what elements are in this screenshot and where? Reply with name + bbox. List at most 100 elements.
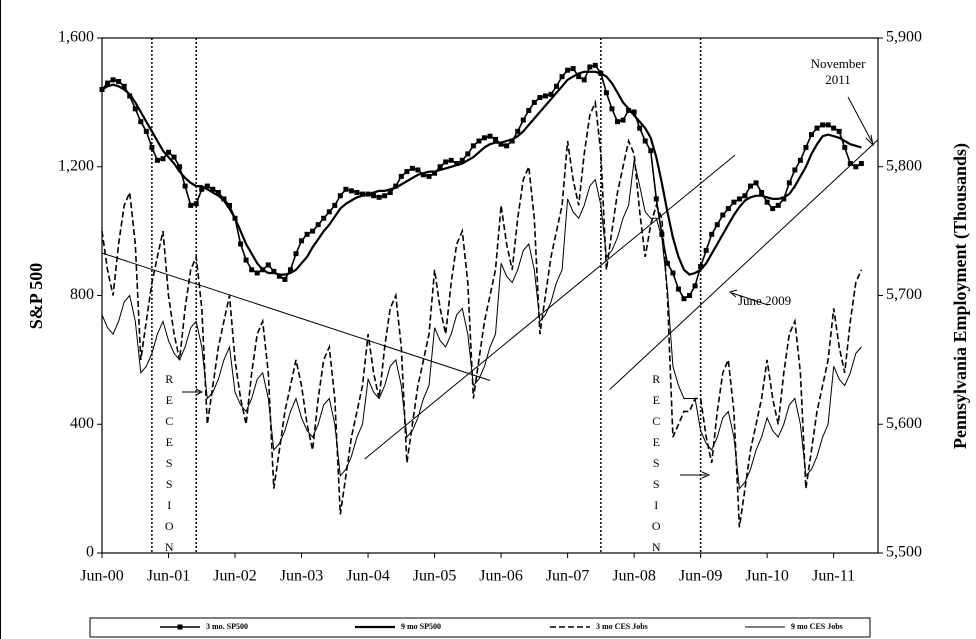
marker <box>587 64 593 70</box>
marker <box>687 293 693 298</box>
marker <box>631 109 637 115</box>
x-tick-label: Jun-06 <box>479 568 523 585</box>
arrow-head <box>701 471 711 479</box>
arrow-head <box>195 388 204 396</box>
marker <box>210 186 216 192</box>
marker <box>265 262 271 268</box>
annotation: 2011 <box>825 72 851 87</box>
marker <box>249 267 255 273</box>
marker <box>193 201 199 207</box>
x-tick-label: Jun-01 <box>147 568 191 585</box>
marker <box>299 238 305 244</box>
marker <box>132 106 138 112</box>
legend-label: 9 mo SP500 <box>401 622 441 631</box>
x-tick-label: Jun-04 <box>346 568 390 585</box>
marker <box>226 202 232 208</box>
marker <box>592 62 598 68</box>
marker <box>748 183 754 189</box>
marker <box>825 122 831 128</box>
marker <box>742 193 748 199</box>
marker <box>199 186 205 192</box>
marker <box>166 149 172 155</box>
marker <box>858 161 864 167</box>
marker <box>454 161 460 167</box>
marker <box>853 164 859 170</box>
recession-label: RECESSION <box>649 372 663 561</box>
marker <box>238 241 244 247</box>
marker <box>581 77 587 83</box>
marker <box>470 143 476 149</box>
marker <box>409 165 415 171</box>
marker <box>420 172 426 178</box>
y-tick-label: 800 <box>70 286 94 303</box>
x-tick-label: Jun-05 <box>413 568 457 585</box>
marker <box>664 260 670 266</box>
legend <box>89 617 871 638</box>
marker <box>714 222 720 228</box>
legend-marker <box>177 624 183 630</box>
marker <box>836 128 842 134</box>
series-line <box>101 70 862 276</box>
marker <box>116 78 122 84</box>
marker <box>149 144 155 150</box>
marker <box>493 136 499 142</box>
marker <box>620 117 626 123</box>
marker <box>398 173 404 179</box>
marker <box>448 157 454 163</box>
marker <box>786 180 792 186</box>
marker <box>188 202 194 208</box>
marker <box>675 286 681 292</box>
series-line <box>101 160 862 490</box>
marker <box>465 151 471 157</box>
marker <box>310 228 316 234</box>
marker <box>720 212 726 218</box>
marker <box>648 148 654 154</box>
marker <box>736 196 742 202</box>
x-tick-label: Jun-07 <box>546 568 590 585</box>
marker <box>376 194 382 200</box>
y2-axis-title: Pennsylvania Employment (Thousands) <box>950 143 971 449</box>
marker <box>792 167 798 173</box>
marker <box>105 80 111 86</box>
marker <box>709 231 715 237</box>
marker <box>842 144 848 150</box>
marker <box>565 67 571 73</box>
marker <box>160 156 166 162</box>
marker <box>154 157 160 163</box>
marker <box>509 138 515 144</box>
marker <box>781 196 787 202</box>
x-tick-label: Jun-10 <box>745 568 789 585</box>
marker <box>254 270 260 276</box>
marker <box>576 74 582 80</box>
x-tick-label: Jun-00 <box>80 568 124 585</box>
marker <box>138 119 144 125</box>
marker <box>182 183 188 189</box>
marker <box>603 90 609 96</box>
marker <box>481 135 487 141</box>
marker <box>326 209 332 215</box>
arrow <box>847 96 873 143</box>
marker <box>282 276 288 282</box>
marker <box>803 144 809 150</box>
marker <box>476 138 482 144</box>
series-line <box>101 99 863 528</box>
marker <box>382 193 388 199</box>
arrow-head <box>728 289 738 298</box>
legend-label: 3 mo CES Jobs <box>596 622 648 631</box>
marker <box>775 202 781 208</box>
annotation: June 2009 <box>738 293 791 308</box>
marker <box>659 231 665 237</box>
marker <box>243 257 249 263</box>
marker <box>559 74 565 80</box>
marker <box>437 164 443 170</box>
marker <box>304 231 310 237</box>
arrows <box>182 96 874 479</box>
marker <box>814 125 820 131</box>
marker <box>504 143 510 149</box>
marker <box>642 138 648 144</box>
trend-line <box>609 139 879 390</box>
marker <box>670 270 676 276</box>
x-tick-label: Jun-09 <box>679 568 723 585</box>
marker <box>614 119 620 125</box>
marker <box>548 91 554 97</box>
